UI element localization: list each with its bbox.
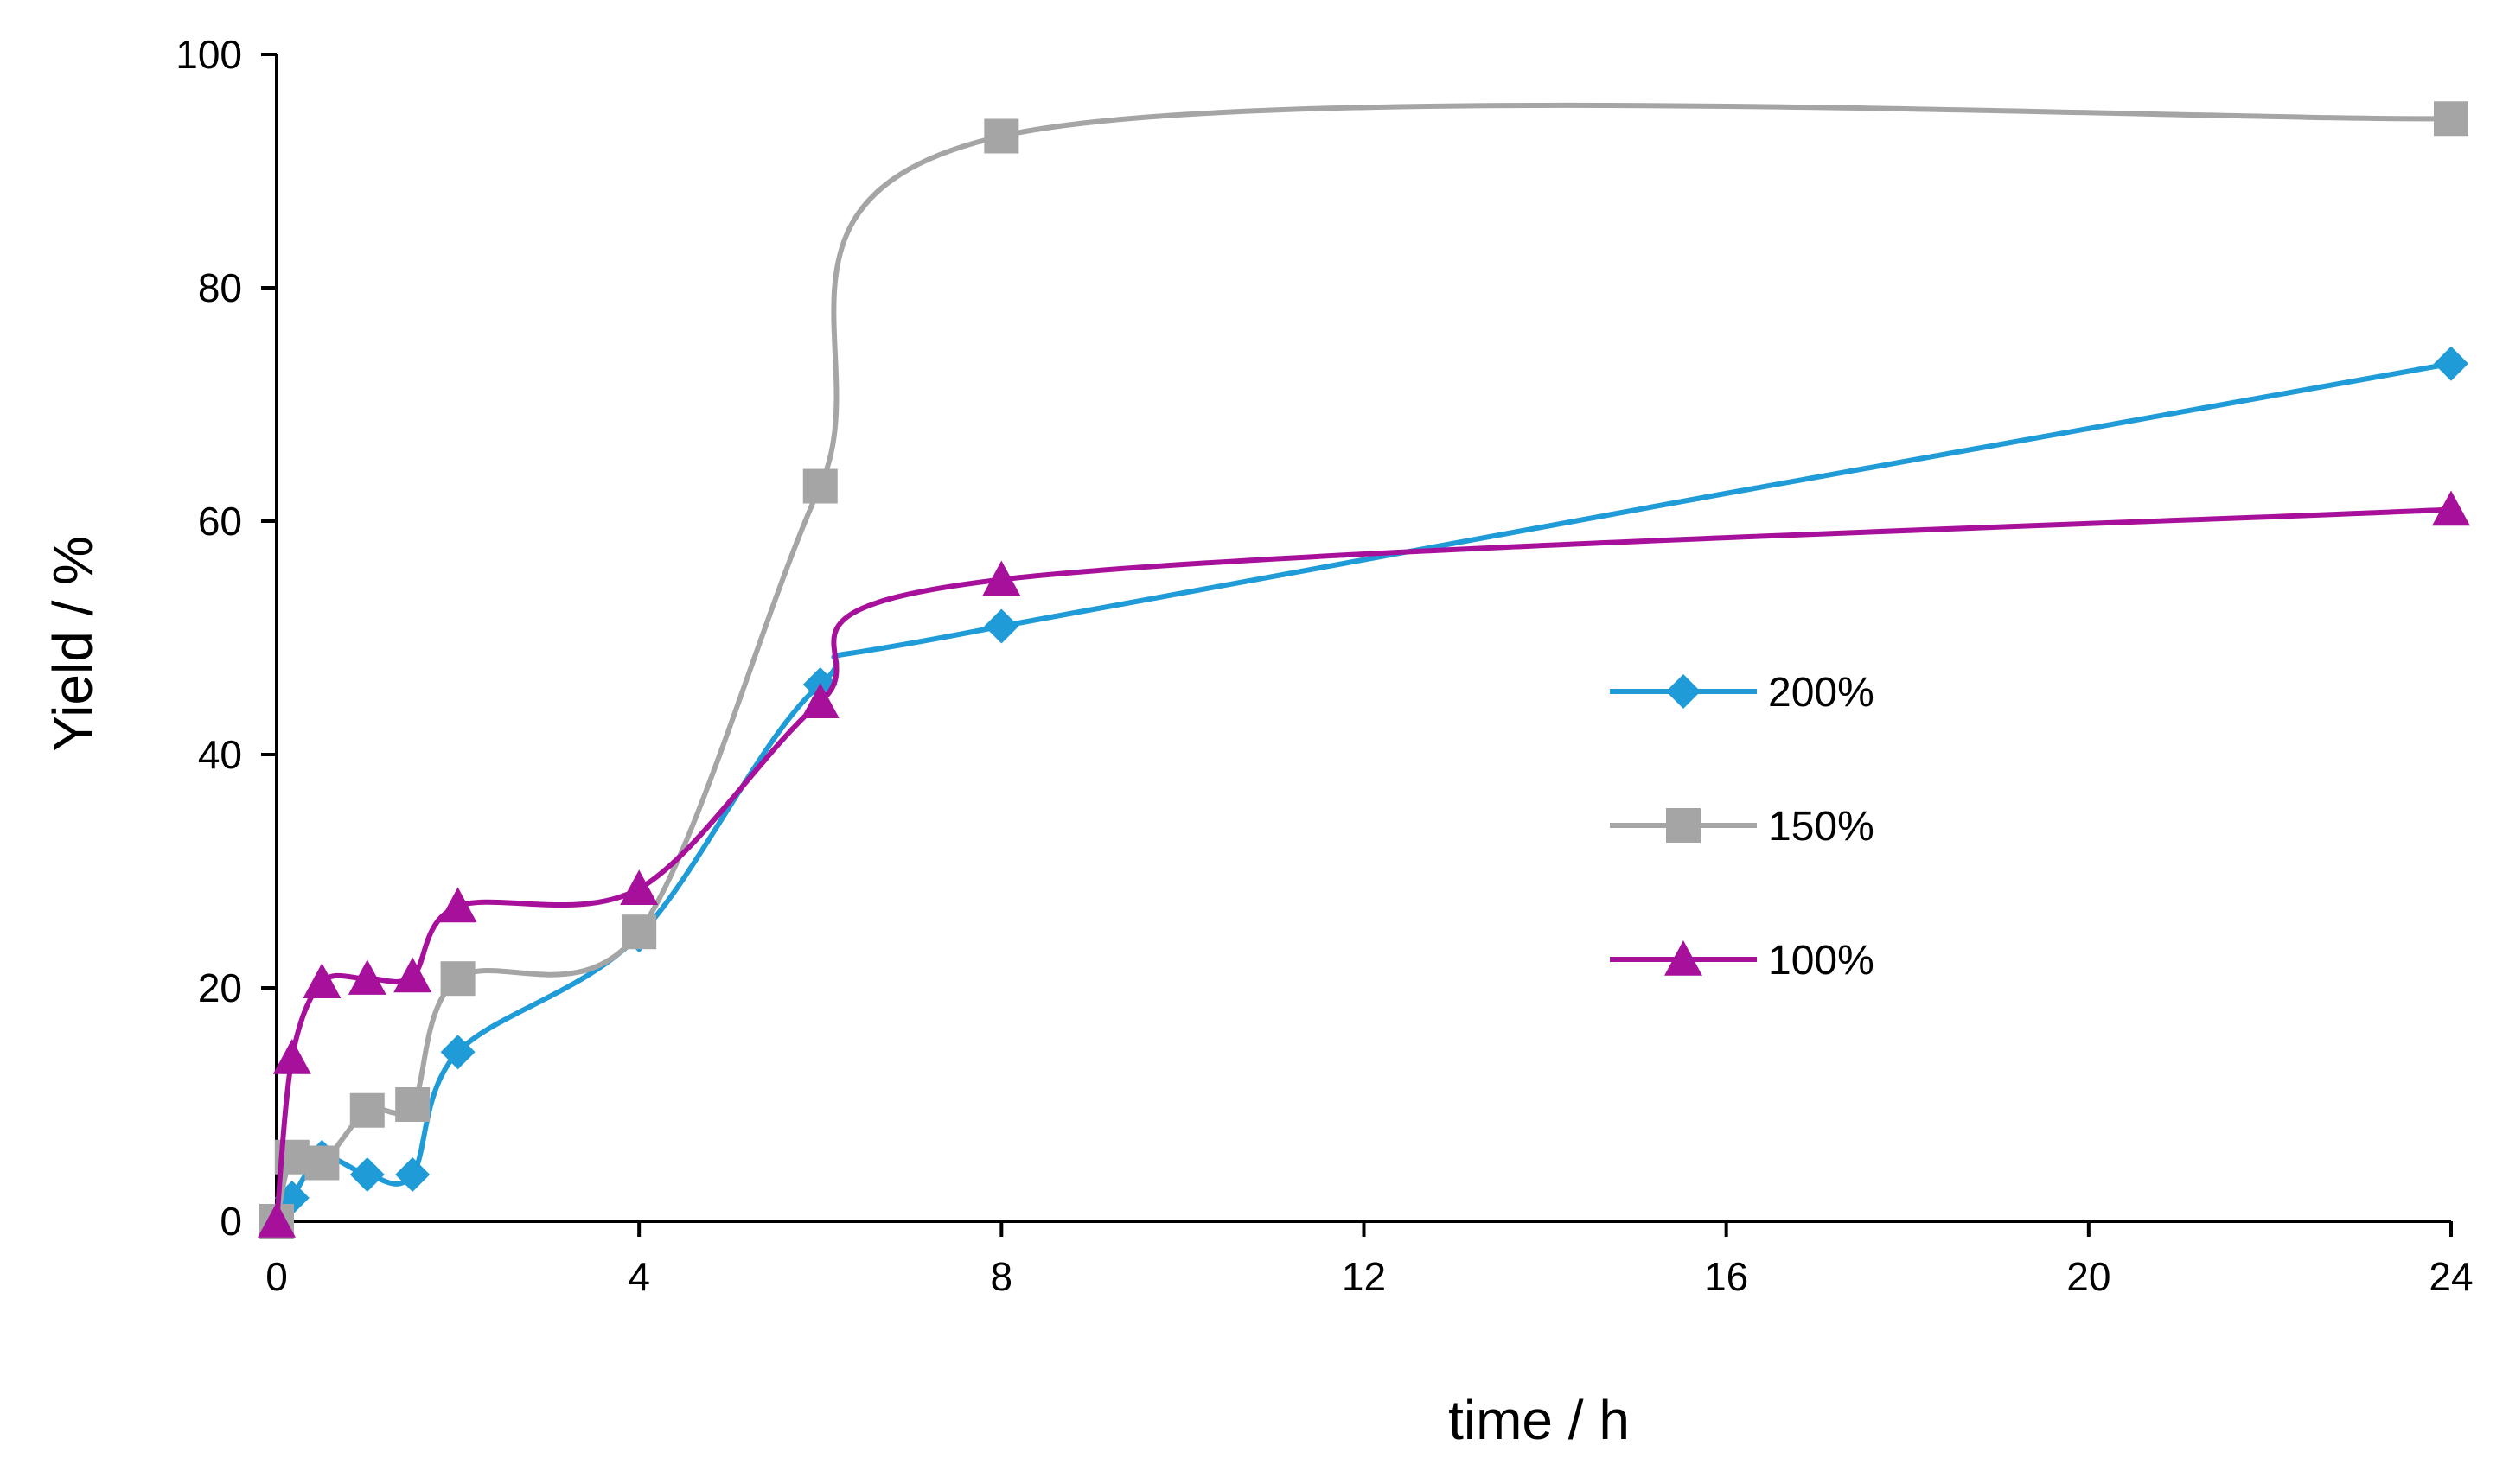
axes: 0 4 8 12 16 20 24 0 20 40 60 80 100 — [176, 32, 2473, 1299]
x-tick-label: 16 — [1704, 1254, 1748, 1299]
legend-marker-150pct — [1666, 808, 1701, 843]
data-point-100pct — [393, 957, 432, 993]
data-point-100pct — [348, 959, 386, 995]
data-point-150pct — [802, 468, 838, 504]
data-point-150pct — [984, 118, 1019, 154]
x-tick-label: 0 — [265, 1254, 288, 1299]
x-tick-label: 8 — [991, 1254, 1013, 1299]
y-axis-title: Yield / % — [41, 536, 104, 752]
data-point-150pct — [2434, 101, 2468, 137]
data-point-200pct — [440, 1035, 476, 1070]
data-point-100pct — [303, 963, 342, 998]
data-point-100pct — [982, 560, 1021, 596]
x-tick-label: 20 — [2066, 1254, 2110, 1299]
data-point-200pct — [984, 608, 1019, 644]
legend: 200% 150% 100% — [1610, 670, 1874, 984]
x-tick-label: 24 — [2429, 1254, 2473, 1299]
data-point-150pct — [622, 914, 657, 950]
data-point-100pct — [2432, 490, 2470, 526]
data-point-150pct — [395, 1087, 431, 1122]
data-point-100pct — [620, 869, 659, 905]
data-point-200pct — [349, 1157, 385, 1192]
x-tick-label: 4 — [628, 1254, 650, 1299]
series-line-100pct — [274, 506, 2452, 1222]
y-tick-label: 0 — [220, 1199, 242, 1244]
data-point-100pct — [258, 1202, 296, 1238]
data-point-100pct — [272, 1039, 311, 1074]
y-tick-label: 80 — [198, 265, 242, 310]
data-point-150pct — [349, 1092, 385, 1128]
data-point-200pct — [395, 1157, 431, 1192]
data-point-150pct — [304, 1145, 340, 1181]
legend-label-150pct: 150% — [1768, 804, 1874, 850]
legend-label-100pct: 100% — [1768, 938, 1874, 984]
x-axis-title: time / h — [1448, 1389, 1630, 1451]
legend-label-200pct: 200% — [1768, 670, 1874, 716]
legend-marker-100pct — [1664, 940, 1702, 976]
data-point-100pct — [438, 887, 477, 923]
series-line-200pct — [274, 360, 2452, 1223]
y-tick-label: 20 — [198, 965, 242, 1010]
x-tick-label: 12 — [1342, 1254, 1386, 1299]
series-lines — [258, 101, 2470, 1239]
data-point-100pct — [801, 683, 840, 718]
data-point-200pct — [2434, 346, 2468, 381]
data-point-150pct — [440, 961, 476, 997]
y-tick-label: 40 — [198, 732, 242, 777]
series-line-150pct — [274, 102, 2452, 1222]
y-tick-label: 100 — [176, 32, 242, 77]
legend-marker-200pct — [1666, 674, 1701, 709]
y-tick-label: 60 — [198, 499, 242, 544]
